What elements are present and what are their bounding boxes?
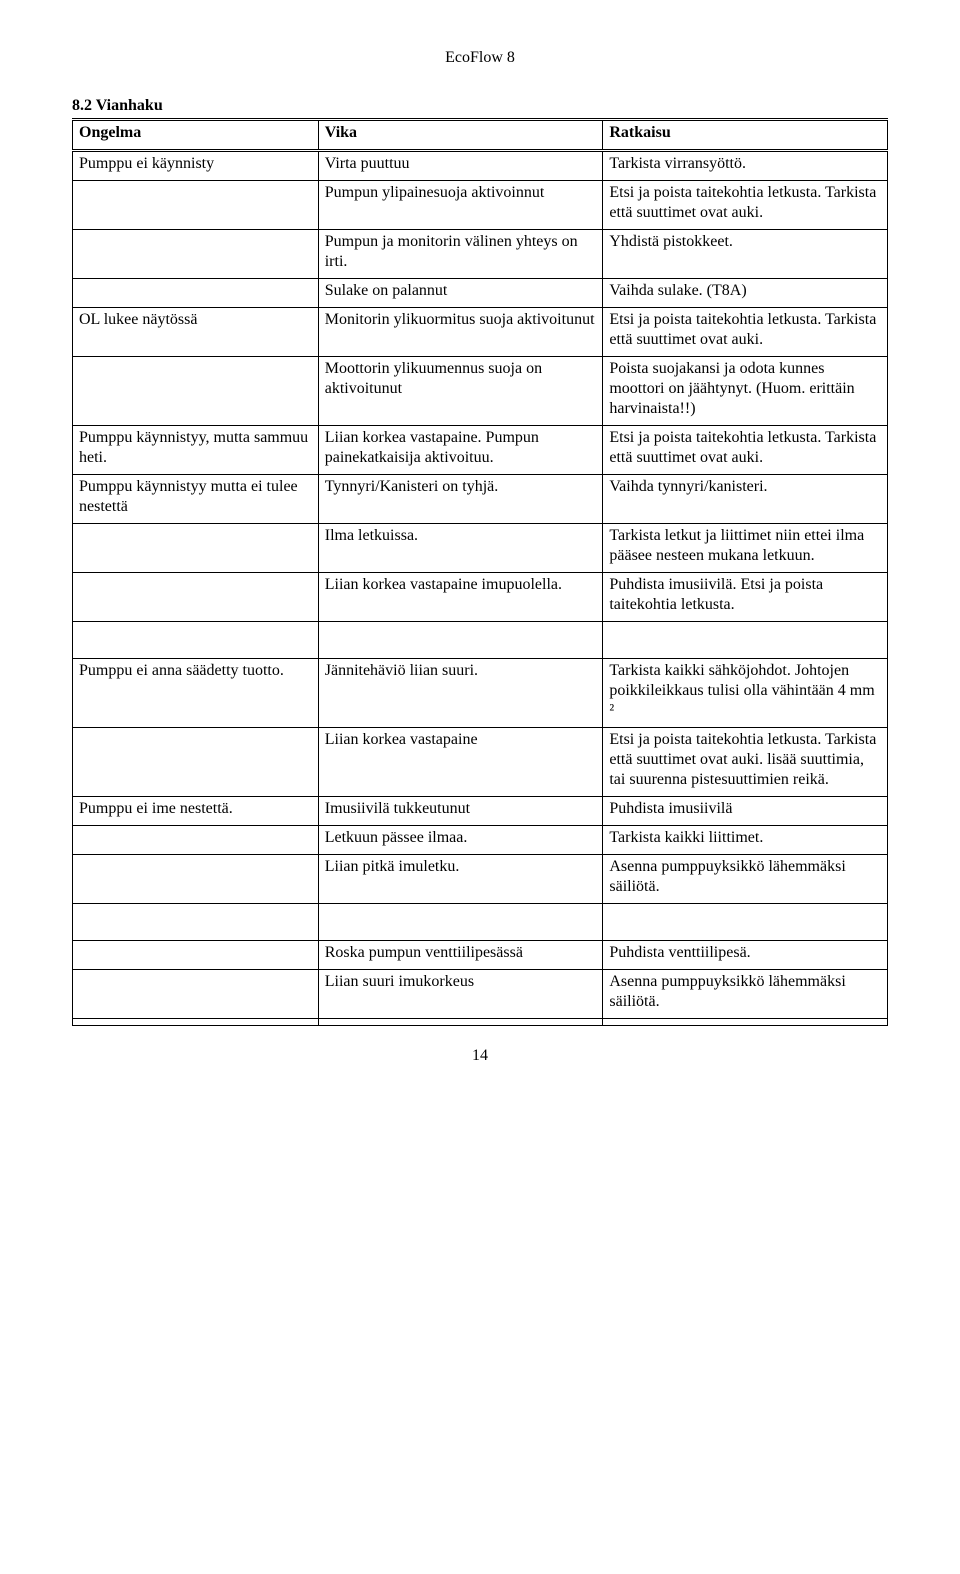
table-cell <box>73 181 319 230</box>
table-cell: Vaihda sulake. (T8A) <box>603 279 888 308</box>
table-cell: Liian korkea vastapaine imupuolella. <box>318 573 603 622</box>
table-cell: Roska pumpun venttiilipesässä <box>318 941 603 970</box>
table-cell: Tynnyri/Kanisteri on tyhjä. <box>318 475 603 524</box>
table-cell <box>73 622 319 659</box>
table-row: Ilma letkuissa.Tarkista letkut ja liitti… <box>73 524 888 573</box>
section-heading: 8.2 Vianhaku <box>72 96 888 116</box>
table-cell: Etsi ja poista taitekohtia letkusta. Tar… <box>603 181 888 230</box>
table-cell <box>73 941 319 970</box>
table-row: Liian korkea vastapaineEtsi ja poista ta… <box>73 728 888 797</box>
table-cell: Pumppu ei ime nestettä. <box>73 797 319 826</box>
table-row: Roska pumpun venttiilipesässäPuhdista ve… <box>73 941 888 970</box>
table-row: Pumppu käynnistyy mutta ei tulee nestett… <box>73 475 888 524</box>
table-cell: Pumppu käynnistyy, mutta sammuu heti. <box>73 426 319 475</box>
table-cell: Pumpun ja monitorin välinen yhteys on ir… <box>318 230 603 279</box>
table-row: Pumppu ei käynnistyVirta puuttuuTarkista… <box>73 151 888 181</box>
table-row: Sulake on palannutVaihda sulake. (T8A) <box>73 279 888 308</box>
table-cell: Puhdista imusiivilä <box>603 797 888 826</box>
table-cell: Moottorin ylikuumennus suoja on aktivoit… <box>318 357 603 426</box>
table-cell: Puhdista venttiilipesä. <box>603 941 888 970</box>
table-cell <box>73 826 319 855</box>
table-cell: Tarkista kaikki sähköjohdot. Johtojen po… <box>603 659 888 728</box>
header-solution: Ratkaisu <box>603 120 888 151</box>
table-cell: Poista suojakansi ja odota kunnes mootto… <box>603 357 888 426</box>
header-problem: Ongelma <box>73 120 319 151</box>
table-row: Moottorin ylikuumennus suoja on aktivoit… <box>73 357 888 426</box>
table-row: Pumpun ja monitorin välinen yhteys on ir… <box>73 230 888 279</box>
table-row: Pumpun ylipainesuoja aktivoinnutEtsi ja … <box>73 181 888 230</box>
table-cell: Pumppu ei käynnisty <box>73 151 319 181</box>
table-cell <box>73 855 319 904</box>
table-cell: Virta puuttuu <box>318 151 603 181</box>
table-cell: Puhdista imusiivilä. Etsi ja poista tait… <box>603 573 888 622</box>
table-cell <box>73 279 319 308</box>
table-cell: Etsi ja poista taitekohtia letkusta. Tar… <box>603 308 888 357</box>
table-cell: Tarkista virransyöttö. <box>603 151 888 181</box>
table-cell: Asenna pumppuyksikkö lähemmäksi säiliötä… <box>603 855 888 904</box>
table-cell <box>603 622 888 659</box>
table-cell <box>73 970 319 1019</box>
table-cell: Asenna pumppuyksikkö lähemmäksi säiliötä… <box>603 970 888 1019</box>
table-cell: Jännitehäviö liian suuri. <box>318 659 603 728</box>
table-cell <box>318 622 603 659</box>
table-cell <box>73 728 319 797</box>
table-cell: Yhdistä pistokkeet. <box>603 230 888 279</box>
table-row <box>73 1019 888 1026</box>
table-cell: Pumpun ylipainesuoja aktivoinnut <box>318 181 603 230</box>
table-row: Liian korkea vastapaine imupuolella.Puhd… <box>73 573 888 622</box>
table-row: OL lukee näytössäMonitorin ylikuormitus … <box>73 308 888 357</box>
table-cell <box>73 357 319 426</box>
table-row: Liian suuri imukorkeusAsenna pumppuyksik… <box>73 970 888 1019</box>
table-cell: Imusiivilä tukkeutunut <box>318 797 603 826</box>
table-cell: Sulake on palannut <box>318 279 603 308</box>
table-cell <box>603 1019 888 1026</box>
table-row: Pumppu käynnistyy, mutta sammuu heti.Lii… <box>73 426 888 475</box>
table-cell: Letkuun pässee ilmaa. <box>318 826 603 855</box>
table-row: Pumppu ei ime nestettä.Imusiivilä tukkeu… <box>73 797 888 826</box>
table-cell: OL lukee näytössä <box>73 308 319 357</box>
table-row: Pumppu ei anna säädetty tuotto.Jännitehä… <box>73 659 888 728</box>
doc-header: EcoFlow 8 <box>72 48 888 68</box>
table-cell: Liian korkea vastapaine <box>318 728 603 797</box>
table-cell <box>603 904 888 941</box>
table-cell: Liian korkea vastapaine. Pumpun painekat… <box>318 426 603 475</box>
table-cell: Liian pitkä imuletku. <box>318 855 603 904</box>
table-cell <box>73 524 319 573</box>
table-cell: Liian suuri imukorkeus <box>318 970 603 1019</box>
table-cell <box>73 1019 319 1026</box>
table-cell <box>318 904 603 941</box>
table-cell <box>73 230 319 279</box>
table-cell: Ilma letkuissa. <box>318 524 603 573</box>
table-cell: Pumppu ei anna säädetty tuotto. <box>73 659 319 728</box>
troubleshooting-table: Ongelma Vika Ratkaisu Pumppu ei käynnist… <box>72 118 888 1026</box>
table-body: Pumppu ei käynnistyVirta puuttuuTarkista… <box>73 151 888 1026</box>
table-row <box>73 622 888 659</box>
table-cell <box>73 904 319 941</box>
table-row: Liian pitkä imuletku.Asenna pumppuyksikk… <box>73 855 888 904</box>
table-cell: Vaihda tynnyri/kanisteri. <box>603 475 888 524</box>
table-cell: Tarkista letkut ja liittimet niin ettei … <box>603 524 888 573</box>
table-cell: Etsi ja poista taitekohtia letkusta. Tar… <box>603 426 888 475</box>
table-cell: Tarkista kaikki liittimet. <box>603 826 888 855</box>
table-cell: Monitorin ylikuormitus suoja aktivoitunu… <box>318 308 603 357</box>
table-cell: Etsi ja poista taitekohtia letkusta. Tar… <box>603 728 888 797</box>
table-cell <box>73 573 319 622</box>
table-cell <box>318 1019 603 1026</box>
page-number: 14 <box>72 1046 888 1066</box>
table-row: Letkuun pässee ilmaa.Tarkista kaikki lii… <box>73 826 888 855</box>
header-fault: Vika <box>318 120 603 151</box>
table-cell: Pumppu käynnistyy mutta ei tulee nestett… <box>73 475 319 524</box>
table-row <box>73 904 888 941</box>
